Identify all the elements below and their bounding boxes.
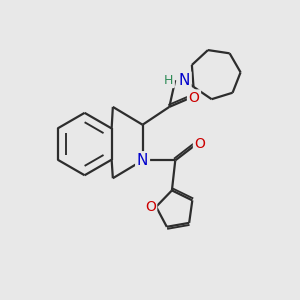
Text: O: O	[145, 200, 156, 214]
Text: O: O	[189, 91, 200, 105]
Text: O: O	[194, 137, 206, 151]
Text: N: N	[137, 153, 148, 168]
Text: H: H	[164, 74, 173, 87]
Text: N: N	[178, 73, 190, 88]
